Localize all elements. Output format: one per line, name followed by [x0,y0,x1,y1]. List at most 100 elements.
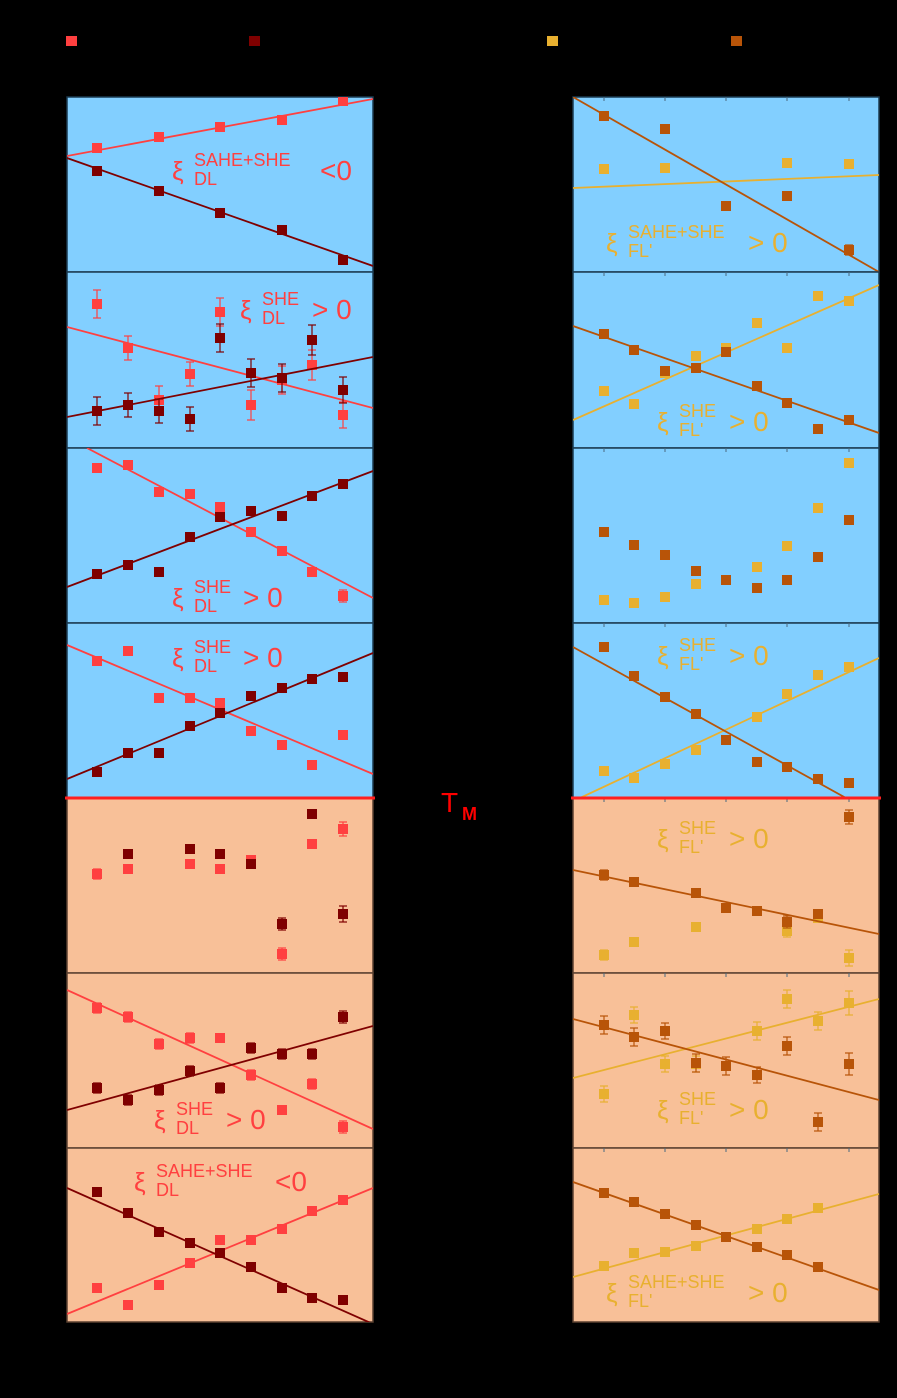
data-point [338,1295,348,1305]
data-point [154,132,164,142]
data-point [92,1003,102,1013]
data-point [307,1206,317,1216]
data-point [660,1209,670,1219]
data-point [246,506,256,516]
data-point [185,693,195,703]
tm-label: T [441,787,458,818]
data-point [92,463,102,473]
data-point [691,1241,701,1251]
data-point [338,1012,348,1022]
data-point [277,949,287,959]
data-point [307,674,317,684]
data-point [752,712,762,722]
panel-background [572,447,880,624]
data-point [752,381,762,391]
data-point [629,399,639,409]
data-point [215,1248,225,1258]
data-point [307,567,317,577]
data-point [277,373,287,383]
data-point [123,864,133,874]
fit-line [573,174,879,189]
fit-line [67,989,373,1130]
fit-line [573,998,879,1079]
data-point [813,670,823,680]
data-point [185,1066,195,1076]
data-point [844,998,854,1008]
data-point [277,511,287,521]
svg-text:ξ: ξ [172,643,184,673]
data-point [752,1242,762,1252]
data-point [338,410,348,420]
data-point [92,406,102,416]
data-point [813,774,823,784]
svg-text:SAHE+SHE: SAHE+SHE [194,150,291,170]
data-point [813,291,823,301]
data-point [215,307,225,317]
data-point [660,124,670,134]
data-point [782,191,792,201]
data-point [185,414,195,424]
data-point [246,1235,256,1245]
legend [66,36,742,46]
data-point [307,1293,317,1303]
data-point [660,1026,670,1036]
fit-line [67,326,373,409]
svg-text:> 0: > 0 [243,642,283,673]
svg-text:SAHE+SHE: SAHE+SHE [628,1272,725,1292]
data-point [92,767,102,777]
data-point [154,406,164,416]
data-point [782,158,792,168]
data-point [92,569,102,579]
svg-text:SHE: SHE [679,401,716,421]
svg-text:DL: DL [156,1180,179,1200]
data-point [599,1089,609,1099]
fit-line [573,646,847,798]
data-point [721,1232,731,1242]
panel-background [66,447,374,624]
legend-marker-icon [249,36,260,46]
svg-text:> 0: > 0 [748,227,788,258]
data-point [123,460,133,470]
data-point [154,1085,164,1095]
data-point [844,1059,854,1069]
data-point [277,1105,287,1115]
data-point [338,1122,348,1132]
legend-marker-icon [66,36,77,46]
data-point [752,757,762,767]
data-point [782,398,792,408]
fit-line [86,448,373,599]
data-point [752,1026,762,1036]
left-panel-5 [66,797,374,974]
data-point [691,1220,701,1230]
data-point [338,1195,348,1205]
data-point [599,642,609,652]
svg-text:DL: DL [194,656,217,676]
svg-text:> 0: > 0 [729,1094,769,1125]
svg-text:ξ: ξ [657,641,669,671]
data-point [721,735,731,745]
data-point [277,225,287,235]
data-point [185,859,195,869]
data-point [691,579,701,589]
data-point [782,541,792,551]
data-point [691,351,701,361]
data-point [92,869,102,879]
svg-text:DL: DL [194,596,217,616]
svg-text:> 0: > 0 [729,823,769,854]
svg-text:FL': FL' [628,1291,652,1311]
tm-subscript: M [462,804,477,824]
data-point [752,318,762,328]
data-point [123,560,133,570]
data-point [154,1039,164,1049]
data-point [185,844,195,854]
data-point [660,366,670,376]
